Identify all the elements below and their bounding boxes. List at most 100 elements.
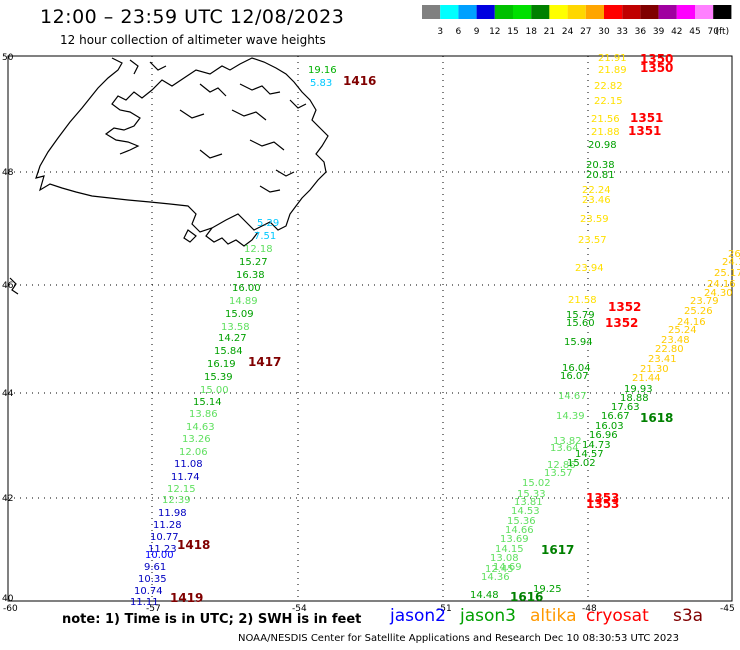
wave-height-value: 13.82 (553, 436, 582, 447)
wave-height-value: 13.57 (544, 468, 573, 479)
wave-height-value: 12.15 (167, 484, 196, 495)
wave-height-value: 12.39 (162, 495, 191, 506)
axis-labels: 50 48 46 44 42 40 -60 -57 -54 -51 -48 -4… (2, 53, 735, 614)
wave-height-value: 15.02 (522, 478, 551, 489)
wave-height-value: 14.48 (470, 590, 499, 601)
wave-height-value: 25.24 (668, 325, 697, 336)
colorbar-swatch (440, 5, 459, 19)
wave-height-value: 10.35 (138, 574, 167, 585)
wave-height-value: 23.57 (578, 235, 607, 246)
colorbar-swatch (476, 5, 495, 19)
lon-label-minus51: -51 (437, 604, 452, 614)
map-title: 12:00 – 23:59 UTC 12/08/2023 (40, 6, 345, 28)
wave-height-value: 19.93 (624, 384, 653, 395)
wave-height-value: 21.89 (598, 65, 627, 76)
wave-height-value: 10.00 (145, 550, 174, 561)
pass-number-label: 1353 (586, 497, 619, 511)
wave-height-value: 24.16 (707, 279, 736, 290)
colorbar-swatch (422, 5, 441, 19)
colorbar-tick-label: 24 (562, 27, 574, 37)
wave-height-value: 23.79 (690, 296, 719, 307)
pass-number-label: 1418 (177, 538, 210, 552)
pass-number-label: 1417 (248, 355, 281, 369)
wave-height-value: 22.15 (594, 96, 623, 107)
lon-label-minus60: -60 (3, 604, 18, 614)
lat-label-48: 48 (2, 168, 14, 178)
colorbar-tick-label: 18 (525, 27, 537, 37)
wave-height-value: 22.24 (582, 185, 611, 196)
lon-label-minus48: -48 (582, 604, 597, 614)
wave-height-value: 16.00 (232, 283, 261, 294)
pass-number-label: 1351 (628, 124, 661, 138)
pass-number-label: 1353 (586, 491, 619, 505)
colorbar-tick-label: 33 (616, 27, 627, 37)
wave-height-value: 5.83 (310, 78, 332, 89)
colorbar-swatch (604, 5, 623, 19)
wave-height-value: 12.06 (179, 447, 208, 458)
colorbar-swatch (458, 5, 477, 19)
colorbar-tick-label: 6 (456, 27, 462, 37)
newfoundland-coastline (9, 57, 329, 295)
wave-height-value: 15.60 (566, 318, 595, 329)
wave-height-value: 14.36 (481, 572, 510, 583)
wave-height-value: 10.74 (134, 586, 163, 597)
wave-height-value: 14.15 (495, 544, 524, 555)
wave-height-value: 20.98 (588, 140, 617, 151)
colorbar-tick-label: 27 (580, 27, 591, 37)
colorbar-swatch (695, 5, 714, 19)
colorbar-tick-label: 36 (635, 27, 647, 37)
colorbar-tick-label: 21 (544, 27, 555, 37)
wave-height-value: 19.16 (308, 65, 337, 76)
wave-height-value: 23.48 (661, 335, 690, 346)
wave-height-value: 16.38 (236, 270, 265, 281)
wave-height-value: 23.46 (582, 195, 611, 206)
wave-height-tracks: 19.16 5.83 5.29 7.51 12.18 15.27 16.38 16.00 14.… (130, 53, 740, 608)
lat-label-40: 40 (2, 594, 14, 604)
colorbar-swatch (549, 5, 568, 19)
wave-height-value: 18.88 (620, 393, 649, 404)
wave-height-value: 23.41 (648, 354, 677, 365)
colorbar-swatch (658, 5, 677, 19)
colorbar-swatch (622, 5, 641, 19)
wave-height-value: 21.30 (640, 364, 669, 375)
pass-number-label: 1350 (640, 61, 673, 75)
wave-height-value: 26 (728, 249, 740, 260)
map-subtitle: 12 hour collection of altimeter wave hei… (60, 33, 326, 47)
pass-number-label: 1416 (343, 74, 376, 88)
map-frame (7, 55, 733, 602)
wave-height-value: 16.96 (589, 430, 618, 441)
wave-height-value: 14.53 (511, 506, 540, 517)
wave-height-value: 23.94 (575, 263, 604, 274)
colorbar-tick-label: 30 (598, 27, 610, 37)
wave-height-value: 16.07 (560, 371, 589, 382)
wave-height-value: 13.81 (514, 497, 543, 508)
wave-height-colorbar: 3 6 9 12 15 18 21 24 27 30 33 36 39 42 45 70(ft) (422, 5, 732, 37)
colorbar-tick-label: 9 (474, 27, 480, 37)
legend-jason2: jason2 (390, 606, 446, 626)
wave-height-value: 11.28 (153, 520, 182, 531)
wave-height-value: 21.44 (632, 373, 661, 384)
wave-height-value: 9.61 (144, 562, 166, 573)
lat-label-44: 44 (2, 389, 14, 399)
colorbar-tick-label: 3 (437, 27, 443, 37)
legend-jason3: jason3 (460, 606, 516, 626)
wave-height-value: 12.86 (547, 460, 576, 471)
wave-height-value: 25.17 (714, 268, 740, 279)
wave-height-value: 16.03 (595, 421, 624, 432)
pass-number-label: 1618 (640, 411, 673, 425)
wave-height-value: 14.69 (493, 562, 522, 573)
wave-height-value: 25.26 (684, 306, 713, 317)
wave-height-value: 24.30 (704, 288, 733, 299)
wave-height-value: 15.00 (200, 385, 229, 396)
pass-number-label: 1350 (640, 52, 673, 66)
wave-height-value: 15.39 (204, 372, 233, 383)
wave-height-value: 11.11 (130, 597, 159, 608)
credit-line: NOAA/NESDIS Center for Satellite Applica… (238, 633, 680, 644)
wave-height-value: 12.18 (244, 244, 273, 255)
wave-height-value: 15.33 (517, 489, 546, 500)
legend-altika: altika (530, 606, 577, 626)
wave-height-value: 14.39 (556, 411, 585, 422)
wave-height-value: 11.08 (174, 459, 203, 470)
colorbar-swatch (585, 5, 604, 19)
